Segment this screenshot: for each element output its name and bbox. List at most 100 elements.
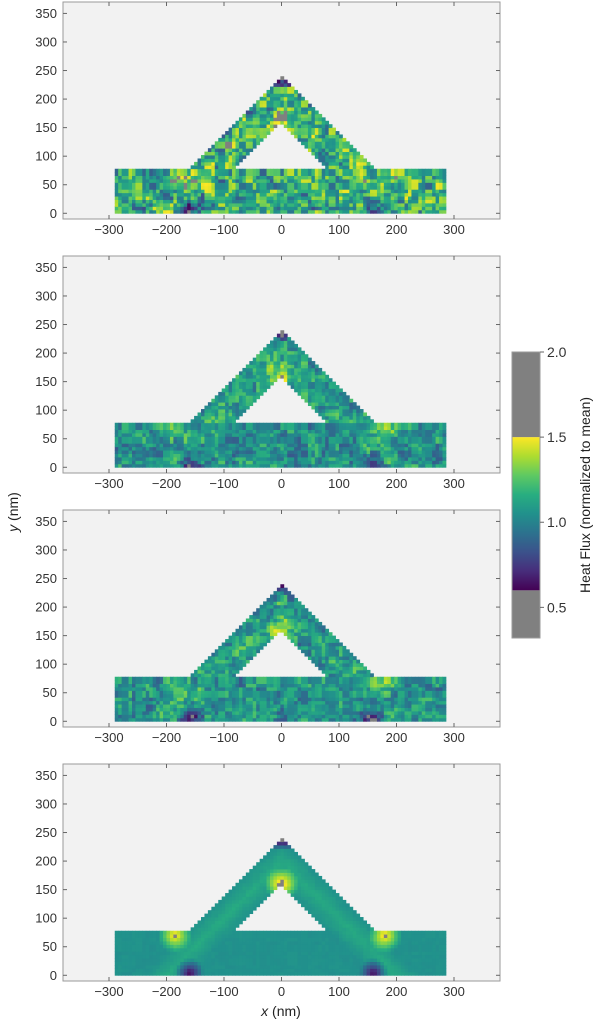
heat-cell bbox=[201, 666, 205, 671]
heat-cell bbox=[121, 683, 126, 688]
heat-cell bbox=[256, 463, 261, 468]
heat-cell bbox=[249, 429, 254, 434]
heat-cell bbox=[435, 457, 440, 461]
heat-cell bbox=[428, 175, 433, 180]
heat-cell bbox=[280, 120, 285, 125]
heat-cell bbox=[290, 354, 295, 359]
heat-cell bbox=[411, 172, 416, 176]
heat-cell bbox=[273, 203, 278, 207]
heat-cell bbox=[297, 120, 302, 125]
heat-cell bbox=[311, 120, 316, 125]
heat-cell bbox=[408, 179, 412, 183]
heat-cell bbox=[176, 426, 181, 430]
heat-cell bbox=[132, 179, 136, 183]
heat-cell bbox=[228, 395, 233, 400]
heat-cell bbox=[421, 460, 426, 465]
heat-cell bbox=[314, 364, 319, 369]
heat-cell bbox=[173, 433, 178, 437]
heat-cell bbox=[245, 639, 250, 643]
heat-cell bbox=[242, 189, 247, 194]
heat-cell bbox=[149, 683, 154, 688]
heat-cell bbox=[218, 206, 223, 211]
heat-cell bbox=[183, 717, 188, 722]
heat-cell bbox=[114, 199, 119, 204]
heat-cell bbox=[301, 127, 305, 132]
heat-cell bbox=[163, 446, 167, 451]
heat-cell bbox=[252, 361, 257, 365]
heat-cell bbox=[359, 443, 364, 448]
heat-cell bbox=[325, 391, 330, 396]
heat-cell bbox=[249, 645, 254, 650]
heat-cell bbox=[390, 196, 395, 200]
heat-cell bbox=[335, 179, 340, 183]
heat-cell bbox=[221, 446, 226, 451]
heat-cell bbox=[294, 189, 298, 194]
heat-cell bbox=[342, 446, 347, 451]
heat-cell bbox=[397, 443, 402, 448]
heat-cell bbox=[394, 460, 399, 465]
heat-cell bbox=[307, 117, 312, 122]
heat-cell bbox=[142, 179, 147, 183]
heat-cell bbox=[408, 429, 412, 434]
heat-cell bbox=[287, 704, 292, 708]
heat-cell bbox=[311, 683, 316, 688]
heat-cell bbox=[225, 388, 229, 393]
heat-cell bbox=[332, 693, 336, 698]
heat-cell bbox=[263, 209, 267, 214]
heat-cell bbox=[256, 453, 261, 458]
heat-cell bbox=[273, 680, 278, 684]
heat-cell bbox=[394, 179, 399, 183]
heat-cell bbox=[352, 189, 357, 194]
heat-cell bbox=[173, 439, 178, 444]
heat-cell bbox=[190, 676, 195, 681]
heat-cell bbox=[156, 182, 160, 187]
heat-cell bbox=[266, 357, 271, 362]
heat-cell bbox=[394, 450, 399, 454]
heat-cell bbox=[290, 608, 295, 613]
heat-cell bbox=[214, 422, 219, 427]
heat-cell bbox=[201, 663, 205, 667]
heat-cell bbox=[280, 704, 285, 708]
heat-cell bbox=[252, 714, 257, 719]
heat-cell bbox=[173, 463, 178, 468]
heat-cell bbox=[197, 443, 202, 448]
heat-cell bbox=[132, 446, 136, 451]
heat-cell bbox=[228, 690, 233, 695]
heat-cell bbox=[238, 158, 243, 163]
heat-cell bbox=[207, 151, 212, 156]
heat-cell bbox=[280, 347, 285, 352]
heat-cell bbox=[276, 333, 281, 338]
heat-cell bbox=[301, 422, 305, 427]
heat-cell bbox=[245, 196, 250, 200]
heat-cell bbox=[342, 398, 347, 403]
heat-cell bbox=[132, 429, 136, 434]
heat-cell bbox=[401, 422, 405, 427]
heat-cell bbox=[256, 422, 261, 427]
heat-cell bbox=[280, 463, 285, 468]
heat-cell bbox=[163, 707, 167, 712]
heat-cell bbox=[294, 621, 298, 626]
heat-cell bbox=[380, 453, 385, 458]
y-tick-label: 50 bbox=[43, 431, 57, 446]
heat-cell bbox=[418, 443, 423, 448]
heat-cell bbox=[256, 704, 261, 708]
heat-cell bbox=[273, 676, 278, 681]
heat-cell bbox=[294, 615, 298, 619]
heat-cell bbox=[283, 337, 288, 341]
heat-cell bbox=[287, 168, 292, 173]
heat-cell bbox=[128, 714, 133, 719]
heat-cell bbox=[294, 172, 298, 176]
heat-cell bbox=[325, 124, 330, 129]
heat-cell bbox=[242, 395, 247, 400]
heat-cell bbox=[328, 690, 333, 695]
heat-cell bbox=[166, 439, 171, 444]
heat-cell bbox=[432, 203, 436, 207]
heat-cell bbox=[314, 113, 319, 118]
heat-cell bbox=[149, 680, 154, 684]
heat-cell bbox=[370, 457, 374, 461]
heat-cell bbox=[204, 693, 209, 698]
heat-cell bbox=[266, 601, 271, 606]
heat-cell bbox=[273, 367, 278, 372]
heat-cell bbox=[214, 687, 219, 691]
heat-cell bbox=[256, 385, 261, 389]
